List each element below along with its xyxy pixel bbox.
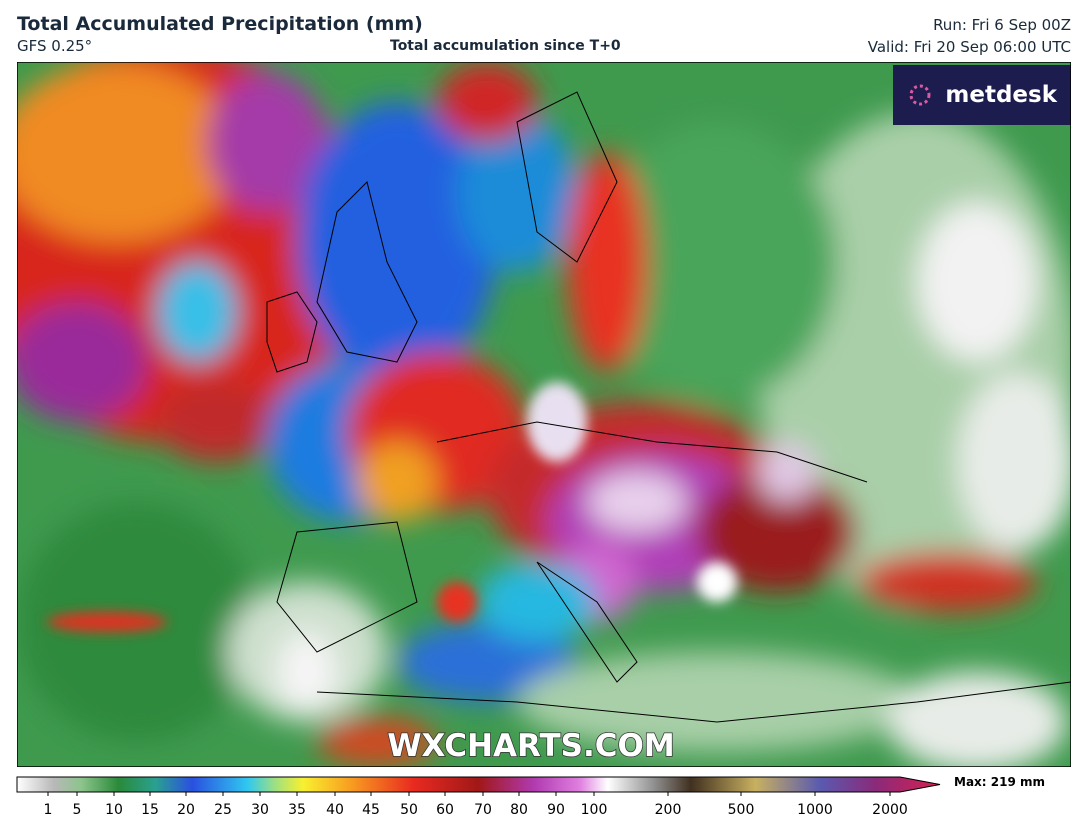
tick-label: 500 xyxy=(728,802,755,818)
tick-label: 100 xyxy=(581,802,608,818)
colorbar: Max: 219 mm 1 5 10 15 20 25 30 35 40 45 50 60 70 80 90… xyxy=(16,775,1045,818)
tick-label: 2000 xyxy=(872,802,908,818)
tick-label: 1000 xyxy=(797,802,833,818)
tick-label: 1 xyxy=(44,802,53,818)
tick-label: 50 xyxy=(400,802,418,818)
tick-label: 80 xyxy=(510,802,528,818)
tick-label: 45 xyxy=(362,802,380,818)
tick-label: 15 xyxy=(141,802,159,818)
tick-label: 200 xyxy=(655,802,682,818)
model: GFS 0.25° xyxy=(17,37,93,55)
tick-label: 60 xyxy=(436,802,454,818)
tick-label: 5 xyxy=(73,802,82,818)
title: Total Accumulated Precipitation (mm) xyxy=(17,13,423,35)
tick-label: 30 xyxy=(251,802,269,818)
run: Run: Fri 6 Sep 00Z xyxy=(933,16,1071,34)
map: metdesk WXCHARTS.COM xyxy=(17,62,1071,767)
tick-label: 25 xyxy=(214,802,232,818)
valid: Valid: Fri 20 Sep 06:00 UTC xyxy=(867,38,1071,56)
tick-label: 90 xyxy=(547,802,565,818)
logo-box xyxy=(893,65,1071,125)
tick-label: 35 xyxy=(288,802,306,818)
logo: metdesk xyxy=(945,82,1057,108)
tick-label: 10 xyxy=(105,802,123,818)
watermark: WXCHARTS.COM xyxy=(387,728,674,764)
subtitle: Total accumulation since T+0 xyxy=(390,38,621,54)
tick-label: 40 xyxy=(326,802,344,818)
tick-label: 20 xyxy=(177,802,195,818)
tick-label: 70 xyxy=(474,802,492,818)
max-label: Max: 219 mm xyxy=(954,775,1045,789)
